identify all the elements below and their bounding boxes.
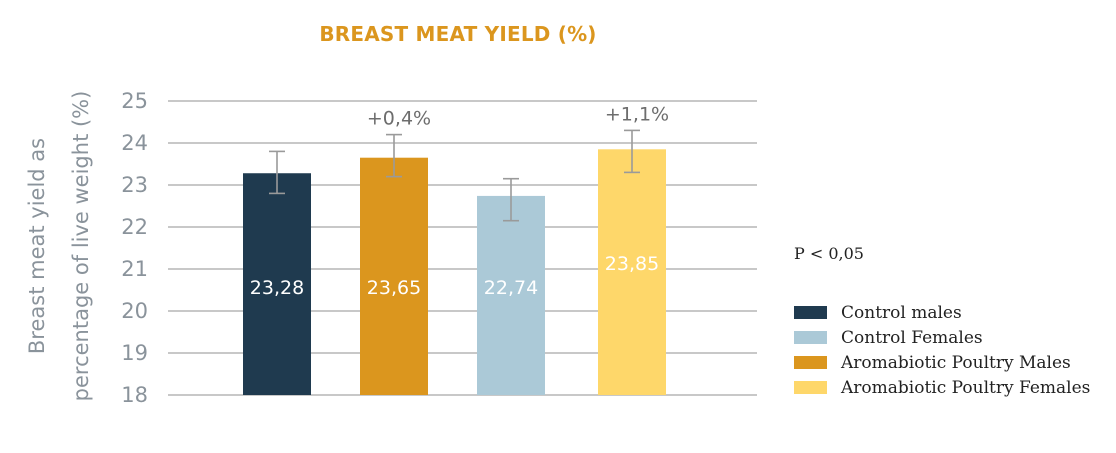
error-bars <box>269 129 640 222</box>
y-tick-label: 24 <box>121 131 148 155</box>
error-bar <box>503 177 519 222</box>
bar-3 <box>477 195 545 395</box>
legend-item-control-females: Control Females <box>794 325 1090 350</box>
bar-4 <box>598 149 666 395</box>
legend-swatch <box>794 356 827 369</box>
y-axis-ticks: 18 19 20 21 22 23 24 25 <box>121 89 148 407</box>
error-bar <box>269 150 285 195</box>
y-tick-label: 20 <box>121 299 148 323</box>
y-tick-label: 25 <box>121 89 148 113</box>
bars <box>243 149 666 395</box>
legend-label: Aromabiotic Poultry Females <box>841 377 1091 398</box>
bar-value-label: 22,74 <box>484 277 538 299</box>
legend-swatch <box>794 381 827 394</box>
y-tick-label: 19 <box>121 341 148 365</box>
error-bar <box>624 129 640 174</box>
change-annotation: +0,4% <box>367 108 431 130</box>
legend-label: Control Females <box>841 327 983 348</box>
y-tick-label: 18 <box>121 383 148 407</box>
bar-value-label: 23,28 <box>250 277 304 299</box>
y-tick-label: 21 <box>121 257 148 281</box>
y-tick-label: 23 <box>121 173 148 197</box>
legend-label: Control males <box>841 302 962 323</box>
significance-note: P < 0,05 <box>794 244 864 263</box>
legend-swatch <box>794 306 827 319</box>
bar-value-label: 23,85 <box>605 253 659 275</box>
legend: Control males Control Females Aromabioti… <box>794 300 1090 400</box>
legend-item-aromabiotic-males: Aromabiotic Poultry Males <box>794 350 1090 375</box>
bar-1 <box>243 173 311 395</box>
y-axis-label-line-1: Breast meat yield as <box>25 138 49 354</box>
y-tick-label: 22 <box>121 215 148 239</box>
change-annotation: +1,1% <box>605 103 669 125</box>
bar-value-labels: 23,28 23,65 22,74 23,85 <box>250 253 659 299</box>
y-axis-label: Breast meat yield as percentage of live … <box>25 91 93 402</box>
legend-item-control-males: Control males <box>794 300 1090 325</box>
y-axis-label-line-2: percentage of live weight (%) <box>69 91 93 402</box>
legend-item-aromabiotic-females: Aromabiotic Poultry Females <box>794 375 1090 400</box>
annotations: +0,4% +1,1% <box>367 103 669 129</box>
error-bar <box>386 133 402 178</box>
bar-value-label: 23,65 <box>367 277 421 299</box>
bar-2 <box>360 157 428 395</box>
legend-swatch <box>794 331 827 344</box>
chart-title: BREAST MEAT YIELD (%) <box>319 22 597 46</box>
legend-label: Aromabiotic Poultry Males <box>841 352 1071 373</box>
